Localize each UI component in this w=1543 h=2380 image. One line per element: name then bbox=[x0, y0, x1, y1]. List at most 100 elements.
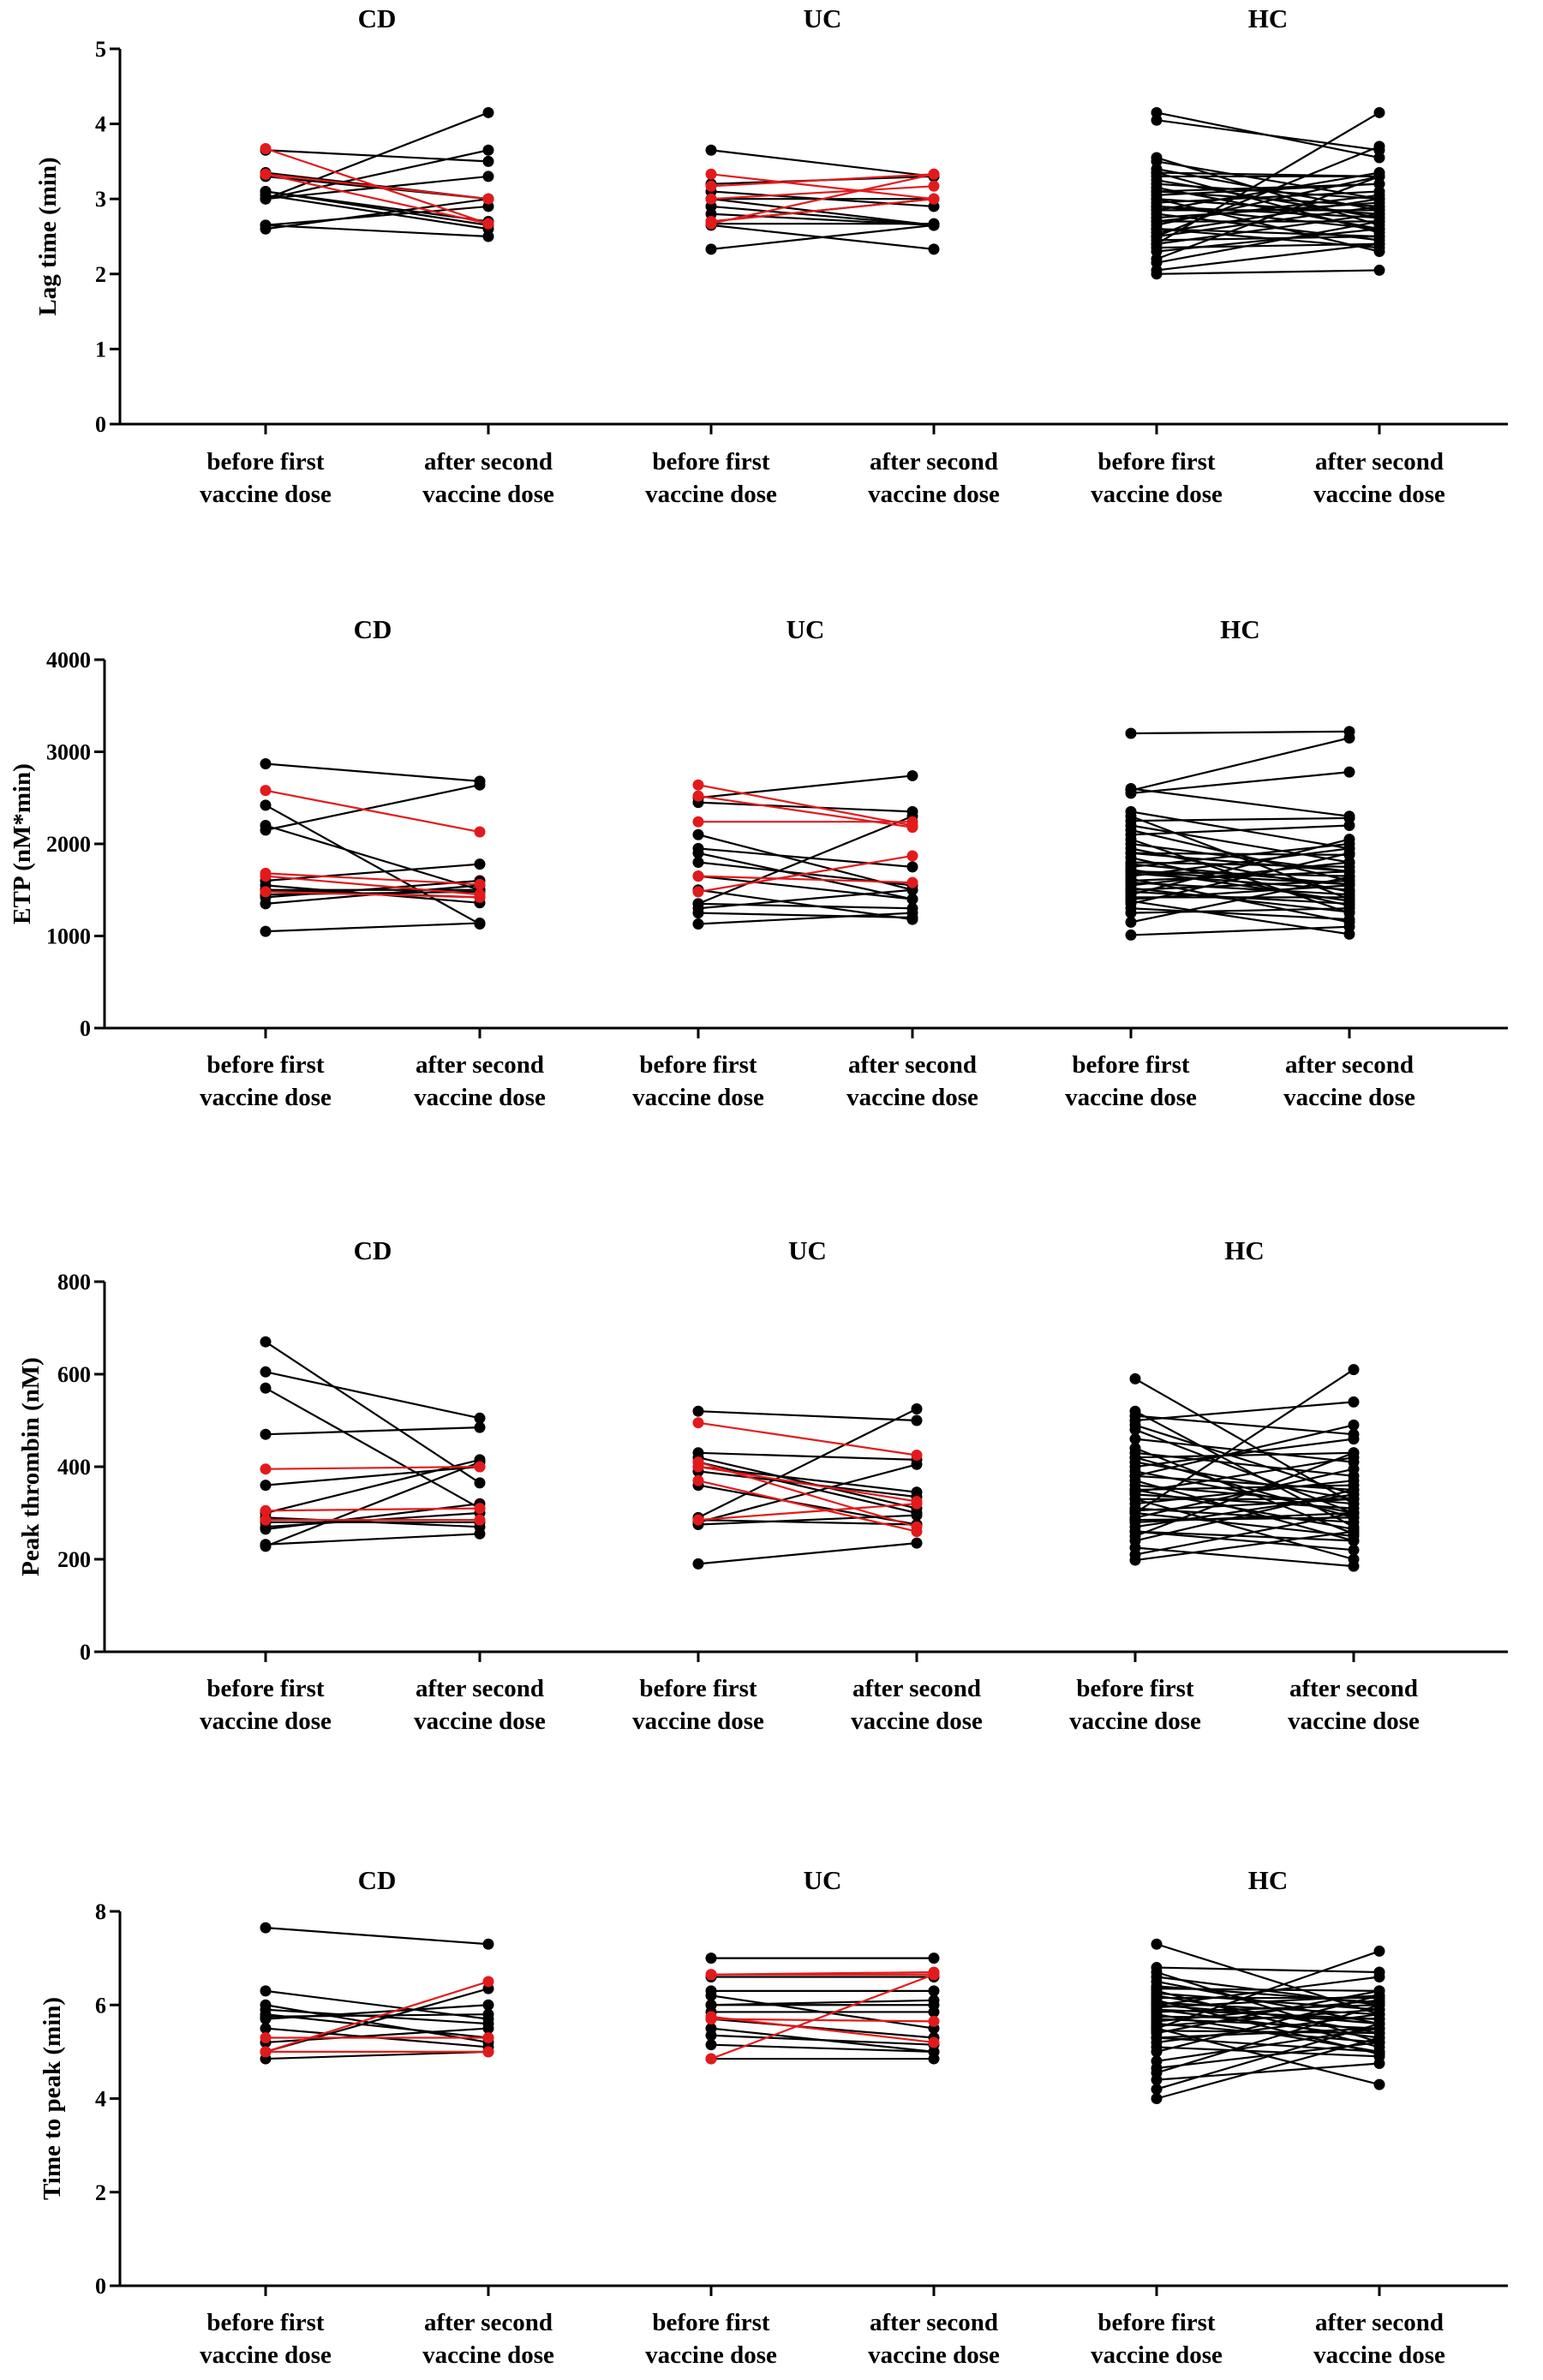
category-label: vaccine dose bbox=[200, 1707, 332, 1735]
red-pair-line bbox=[265, 173, 489, 225]
black-pair-line bbox=[697, 1465, 918, 1493]
black-pair-line bbox=[1156, 269, 1380, 275]
black-point-before bbox=[260, 1539, 272, 1551]
red-pair-line bbox=[265, 173, 489, 200]
black-pair-line bbox=[1134, 1546, 1355, 1568]
category-label: after second bbox=[424, 2309, 553, 2336]
black-point-after bbox=[1373, 178, 1385, 190]
category-label: vaccine dose bbox=[414, 1084, 546, 1111]
black-pair-line bbox=[697, 847, 913, 868]
black-pair-line bbox=[265, 762, 481, 782]
category-label: vaccine dose bbox=[1283, 1084, 1415, 1111]
category-label: vaccine dose bbox=[422, 481, 554, 508]
category-label: vaccine dose bbox=[868, 481, 1000, 508]
y-tick-label: 3 bbox=[95, 187, 106, 212]
black-point-before bbox=[1151, 1980, 1163, 1992]
black-pair-line bbox=[265, 863, 481, 882]
black-pair-line bbox=[697, 1484, 918, 1526]
black-pair-line bbox=[1156, 2027, 1380, 2086]
black-point-after bbox=[928, 243, 940, 255]
black-pair-line bbox=[1130, 838, 1350, 914]
red-point-before bbox=[260, 1504, 272, 1516]
black-pair-line bbox=[265, 1371, 481, 1420]
black-point-after bbox=[928, 2046, 940, 2058]
red-point-before bbox=[705, 2011, 717, 2023]
black-point-before bbox=[1125, 727, 1137, 739]
category-label: before first bbox=[206, 2309, 324, 2336]
black-point-before bbox=[260, 1985, 272, 1997]
group-hc: HC before first vaccine dose after second va… bbox=[1065, 614, 1415, 1111]
red-point-after bbox=[474, 826, 486, 838]
black-point-before bbox=[260, 757, 272, 769]
red-point-before bbox=[260, 1463, 272, 1475]
category-label: before first bbox=[206, 1675, 324, 1702]
red-pair-line bbox=[710, 185, 935, 200]
y-axis-title: Peak thrombin (nM) bbox=[17, 1357, 45, 1576]
red-point-before bbox=[692, 790, 704, 802]
black-pair-line bbox=[1130, 857, 1350, 907]
red-point-before bbox=[692, 870, 704, 882]
red-point-before bbox=[705, 168, 717, 180]
black-pair-line bbox=[265, 1465, 481, 1486]
black-point-before bbox=[1129, 1514, 1141, 1526]
group-title: UC bbox=[786, 614, 825, 644]
black-point-before bbox=[1125, 847, 1137, 859]
black-point-after bbox=[911, 1403, 923, 1414]
black-pair-line bbox=[265, 224, 489, 238]
y-tick-label: 0 bbox=[80, 1016, 91, 1041]
red-point-after bbox=[911, 1521, 923, 1533]
black-pair-line bbox=[1134, 1470, 1355, 1515]
black-point-after bbox=[1348, 1364, 1360, 1376]
black-point-after bbox=[1348, 1493, 1360, 1505]
black-pair-line bbox=[1156, 171, 1380, 178]
black-pair-line bbox=[265, 149, 489, 200]
black-pair-line bbox=[710, 2027, 935, 2053]
y-tick-label: 4 bbox=[95, 112, 106, 137]
black-pair-line bbox=[1134, 1451, 1355, 1459]
red-point-before bbox=[692, 816, 704, 828]
black-point-after bbox=[906, 894, 918, 905]
category-label: vaccine dose bbox=[1288, 1707, 1420, 1735]
category-label: vaccine dose bbox=[422, 2341, 554, 2369]
red-point-after bbox=[474, 878, 486, 890]
red-point-before bbox=[705, 2053, 717, 2065]
y-tick-label: 2 bbox=[95, 262, 106, 287]
black-point-before bbox=[1151, 2093, 1163, 2104]
black-point-after bbox=[906, 913, 918, 925]
red-point-after bbox=[906, 822, 918, 834]
y-tick-label: 200 bbox=[57, 1547, 91, 1572]
black-point-before bbox=[260, 820, 272, 831]
category-label: vaccine dose bbox=[1091, 481, 1223, 508]
group-uc: UC before first vaccine dose after second va… bbox=[632, 614, 978, 1111]
black-point-after bbox=[474, 1421, 486, 1433]
black-point-after bbox=[1343, 842, 1355, 854]
red-pair-line bbox=[265, 1465, 481, 1470]
group-title: CD bbox=[354, 614, 392, 644]
black-pair-line bbox=[1130, 730, 1350, 735]
black-point-after bbox=[906, 805, 918, 817]
black-pair-line bbox=[697, 1463, 918, 1523]
red-point-before bbox=[692, 1474, 704, 1486]
red-pair-line bbox=[265, 872, 481, 886]
black-pair-line bbox=[265, 1426, 481, 1436]
black-point-before bbox=[1125, 916, 1137, 928]
black-point-after bbox=[1348, 1470, 1360, 1482]
black-point-before bbox=[1129, 1372, 1141, 1384]
black-point-before bbox=[1151, 167, 1163, 179]
group-title: HC bbox=[1224, 1235, 1265, 1265]
black-pair-line bbox=[265, 2013, 489, 2039]
black-point-after bbox=[1373, 246, 1385, 258]
black-point-after bbox=[928, 1999, 940, 2011]
black-point-before bbox=[1151, 2023, 1163, 2035]
black-point-after bbox=[1343, 732, 1355, 744]
black-pair-line bbox=[1130, 870, 1350, 886]
category-label: before first bbox=[639, 1675, 757, 1702]
black-point-before bbox=[260, 185, 272, 197]
black-pair-line bbox=[697, 875, 913, 900]
y-tick-label: 4 bbox=[95, 2087, 106, 2112]
black-pair-line bbox=[1156, 228, 1380, 249]
black-pair-line bbox=[1130, 815, 1350, 900]
red-point-after bbox=[928, 180, 940, 192]
red-point-before bbox=[260, 785, 272, 797]
